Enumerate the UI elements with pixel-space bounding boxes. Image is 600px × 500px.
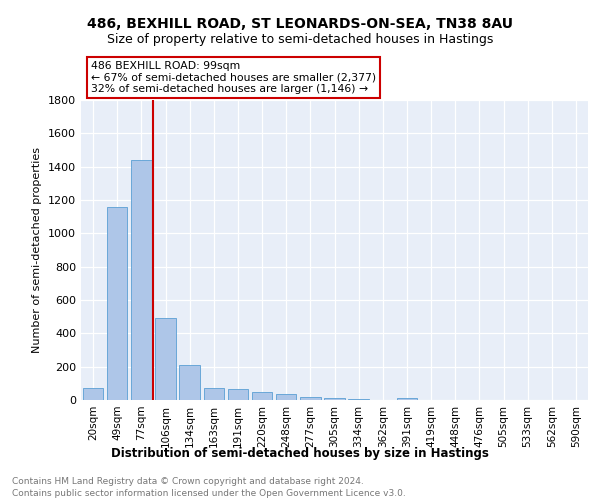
Bar <box>155 318 176 400</box>
Y-axis label: Number of semi-detached properties: Number of semi-detached properties <box>32 147 43 353</box>
Text: Distribution of semi-detached houses by size in Hastings: Distribution of semi-detached houses by … <box>111 448 489 460</box>
Bar <box>107 206 127 400</box>
Bar <box>83 388 103 400</box>
Bar <box>276 394 296 400</box>
Text: Size of property relative to semi-detached houses in Hastings: Size of property relative to semi-detach… <box>107 32 493 46</box>
Bar <box>397 398 417 400</box>
Text: Contains HM Land Registry data © Crown copyright and database right 2024.: Contains HM Land Registry data © Crown c… <box>12 478 364 486</box>
Text: Contains public sector information licensed under the Open Government Licence v3: Contains public sector information licen… <box>12 489 406 498</box>
Bar <box>324 398 345 400</box>
Bar <box>349 399 369 400</box>
Bar <box>227 389 248 400</box>
Text: 486, BEXHILL ROAD, ST LEONARDS-ON-SEA, TN38 8AU: 486, BEXHILL ROAD, ST LEONARDS-ON-SEA, T… <box>87 18 513 32</box>
Bar <box>203 388 224 400</box>
Bar <box>300 396 320 400</box>
Text: 486 BEXHILL ROAD: 99sqm
← 67% of semi-detached houses are smaller (2,377)
32% of: 486 BEXHILL ROAD: 99sqm ← 67% of semi-de… <box>91 61 376 94</box>
Bar <box>252 392 272 400</box>
Bar <box>131 160 152 400</box>
Bar <box>179 365 200 400</box>
